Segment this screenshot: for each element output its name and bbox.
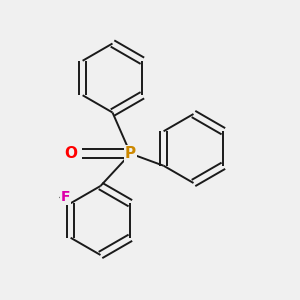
Text: F: F	[61, 190, 70, 204]
Text: P: P	[125, 146, 136, 161]
Text: O: O	[64, 146, 77, 161]
